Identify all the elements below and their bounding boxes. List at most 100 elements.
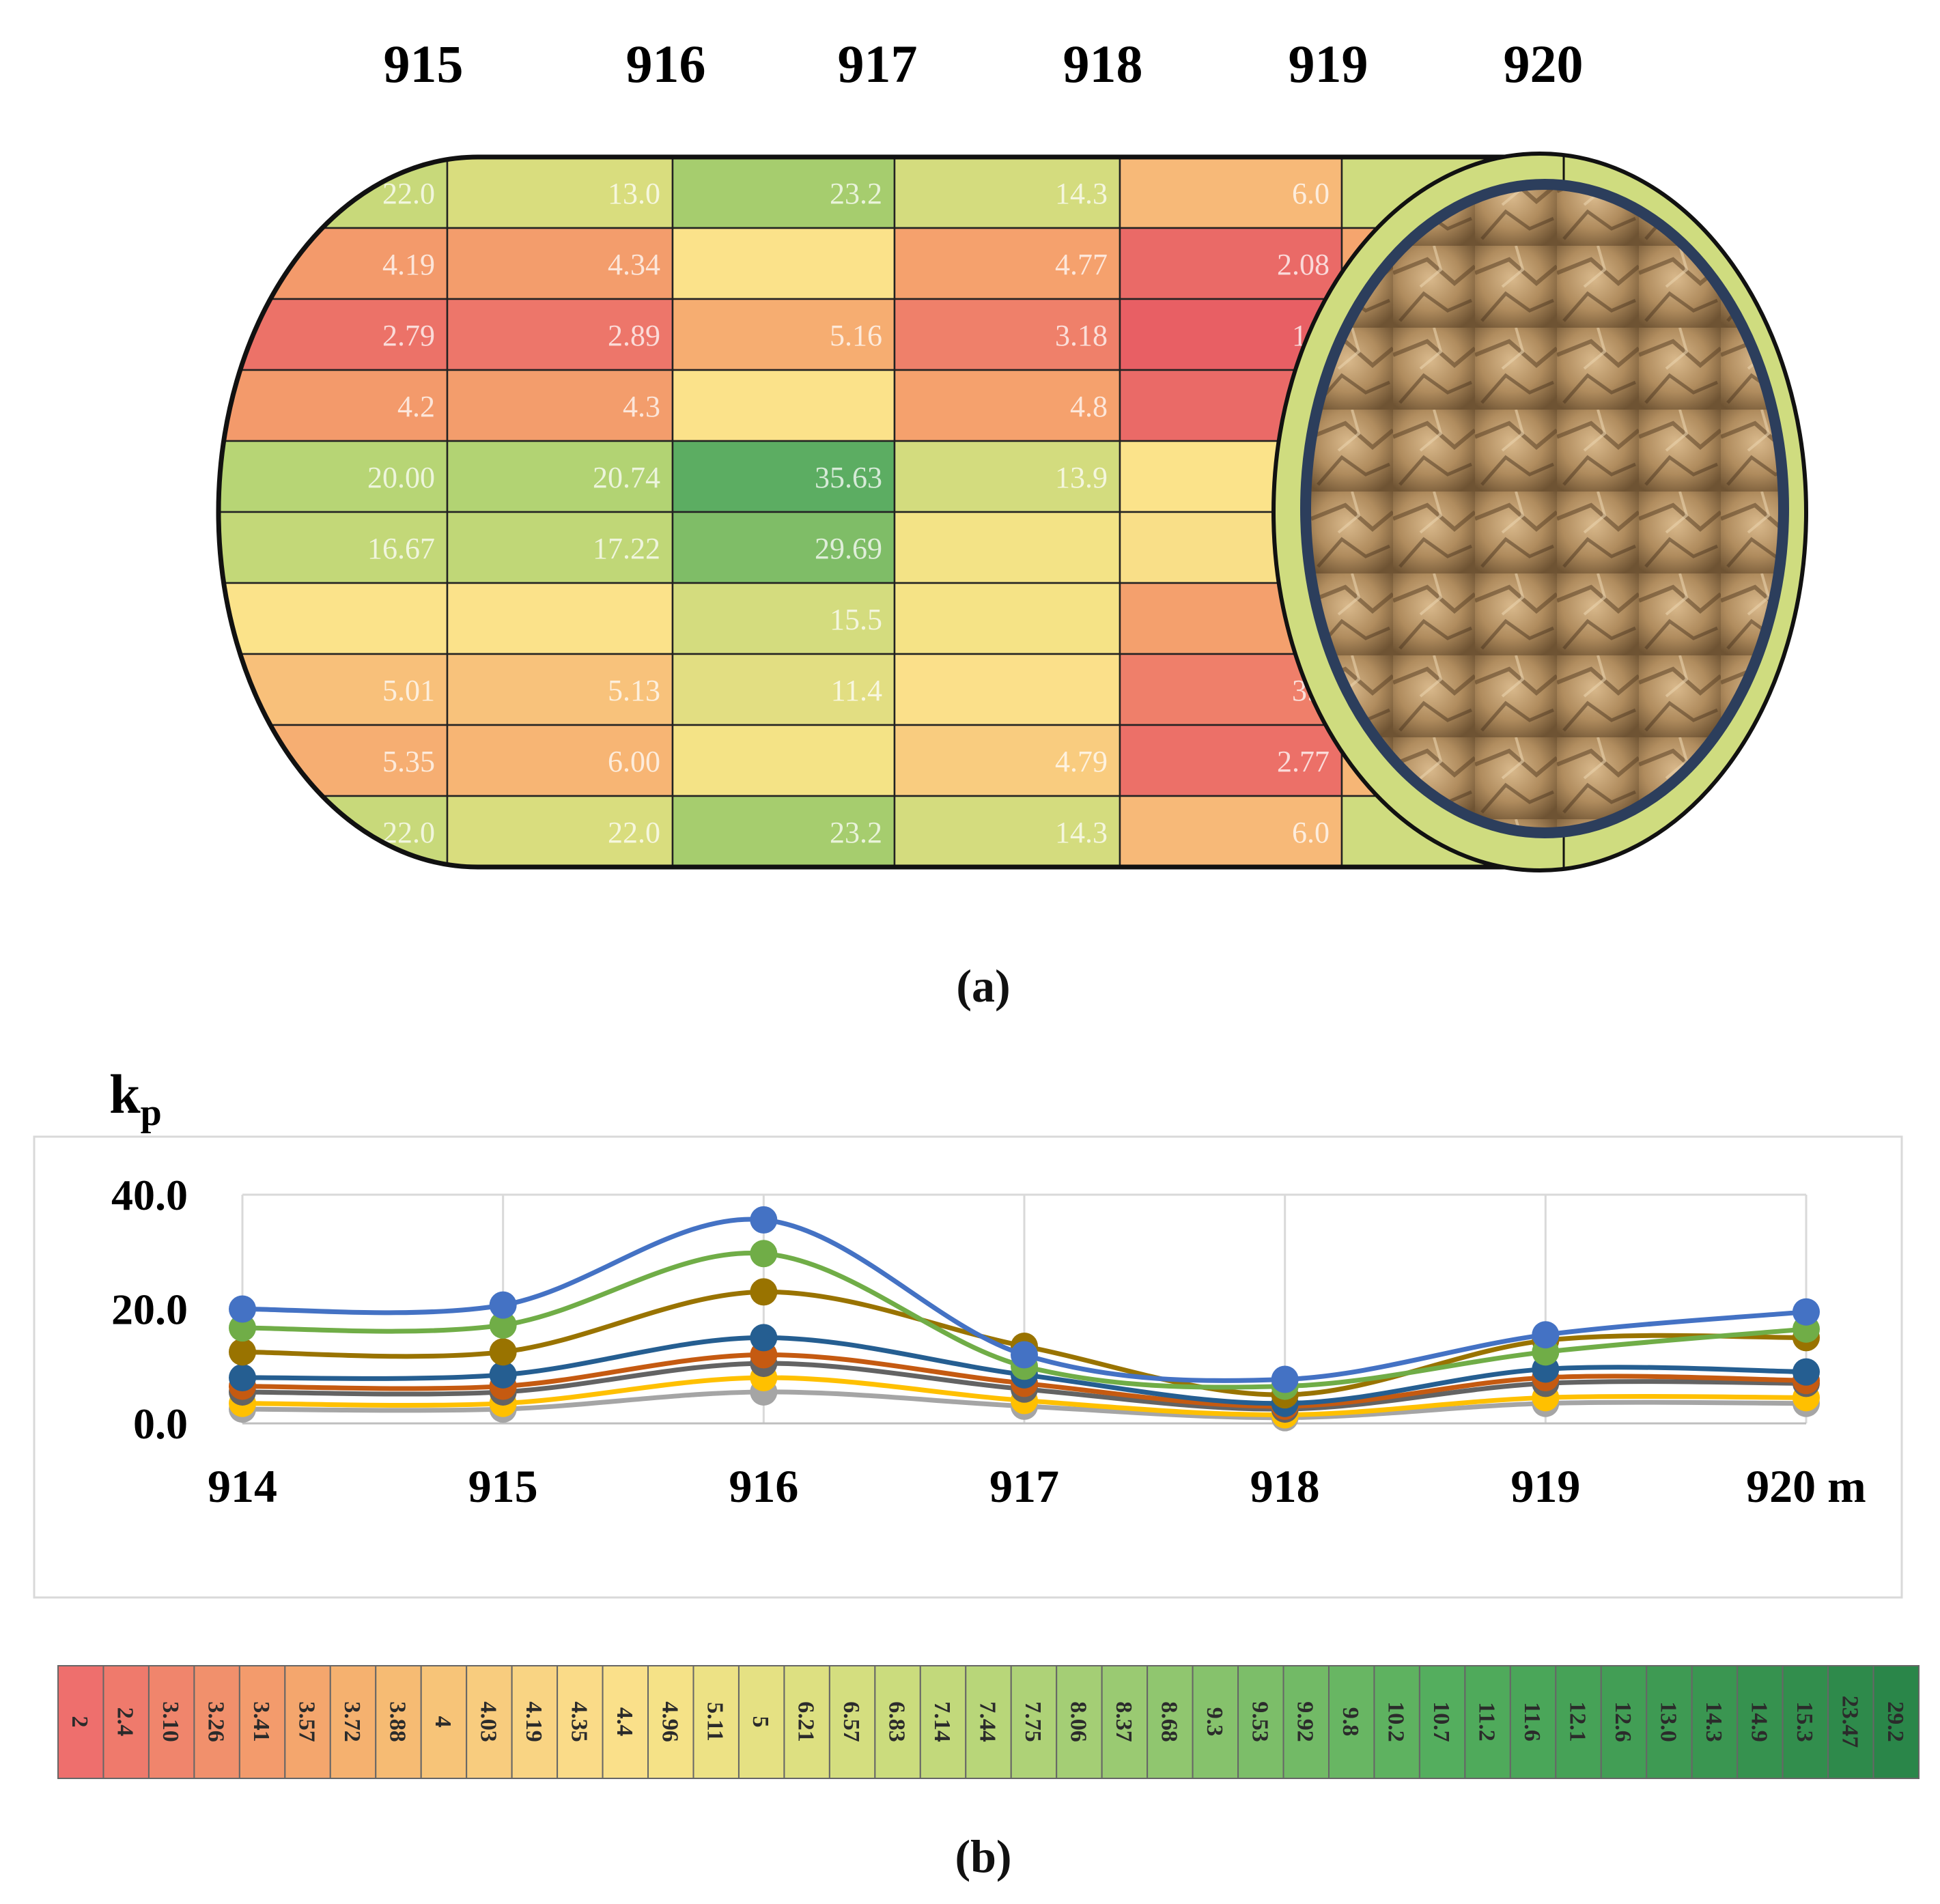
scale-label: 5.11 xyxy=(703,1702,728,1742)
heatmap-cell-value: 2.89 xyxy=(608,319,660,352)
scale-label: 4.96 xyxy=(657,1701,682,1742)
heatmap-cell-value: 5.16 xyxy=(830,319,882,352)
scale-cell xyxy=(329,1665,377,1779)
heatmap-cell xyxy=(1119,157,1343,229)
column-label: 918 xyxy=(1063,34,1143,94)
scale-cell xyxy=(1646,1665,1693,1779)
scale-label: 9.92 xyxy=(1293,1701,1318,1742)
scale-cell xyxy=(1147,1665,1194,1779)
cylinder-outline xyxy=(216,154,1536,870)
x-tick-label: 918 xyxy=(1250,1460,1320,1512)
scale-label: 3.10 xyxy=(158,1701,183,1742)
heatmap-cell-value: 22.0 xyxy=(608,816,660,849)
scale-cell xyxy=(147,1665,195,1779)
heatmap-cell-value: 22.0 xyxy=(382,816,435,849)
scale-cell xyxy=(737,1665,785,1779)
scale-label: 6.83 xyxy=(884,1701,910,1742)
scale-label: 5 xyxy=(748,1716,773,1728)
x-tick-label: 919 xyxy=(1510,1460,1580,1512)
scale-label: 9.8 xyxy=(1338,1707,1363,1737)
heatmap-cell-value: 17.22 xyxy=(593,532,660,565)
scale-label: 2.4 xyxy=(113,1707,138,1737)
scale-cell xyxy=(1101,1665,1149,1779)
heatmap-cell xyxy=(671,653,896,726)
scale-cell xyxy=(1237,1665,1284,1779)
heatmap-cell-value: 14.3 xyxy=(1055,816,1108,849)
scale-label: 9.53 xyxy=(1247,1701,1272,1742)
heatmap-cell-value: 4.19 xyxy=(382,248,435,281)
scale-label: 4.03 xyxy=(475,1701,501,1742)
scale-label: 14.3 xyxy=(1701,1701,1726,1742)
scale-label: 8.06 xyxy=(1065,1701,1091,1742)
heatmap-cell-value: 4.3 xyxy=(623,390,660,423)
heatmap-cell-value: 11.4 xyxy=(831,674,882,707)
heatmap-cell-value: 23.2 xyxy=(830,177,882,210)
scale-label: 7.14 xyxy=(929,1701,955,1742)
scale-label: 4.19 xyxy=(521,1701,546,1742)
data-point xyxy=(489,1361,517,1389)
scale-label: 3.72 xyxy=(339,1701,365,1742)
y-tick-label: 40.0 xyxy=(111,1171,188,1219)
line-chart: kp 40.0 20.0 0.0 914 915 916 917 918 919 920 m xyxy=(33,1063,1903,1599)
scale-label: 4 xyxy=(430,1716,455,1728)
data-point xyxy=(229,1364,256,1391)
heatmap-cell xyxy=(671,582,896,655)
scale-cell xyxy=(647,1665,694,1779)
scale-label: 7.44 xyxy=(975,1701,1000,1742)
heatmap-cell-value: 2.08 xyxy=(1277,248,1330,281)
scale-label: 8.37 xyxy=(1111,1701,1136,1742)
heatmap-cell xyxy=(893,653,1121,726)
data-point xyxy=(1011,1341,1038,1369)
scale-label: 9.3 xyxy=(1202,1707,1227,1737)
scale-label: 7.75 xyxy=(1020,1701,1045,1742)
scale-label: 3.41 xyxy=(249,1701,274,1742)
scale-label: 15.3 xyxy=(1792,1701,1817,1742)
heatmap-cell-value: 20.74 xyxy=(593,461,660,494)
scale-label: 14.9 xyxy=(1746,1701,1771,1742)
scale-label: 8.68 xyxy=(1156,1701,1181,1742)
scale-label: 6.21 xyxy=(793,1701,819,1742)
data-point xyxy=(229,1338,256,1366)
scale-label: 2 xyxy=(67,1716,92,1728)
column-label: 917 xyxy=(838,34,918,94)
heatmap-cell-value: 4.79 xyxy=(1055,745,1108,778)
heatmap-cell-value: 20.00 xyxy=(367,461,435,494)
scale-label: 11.2 xyxy=(1474,1702,1500,1742)
heatmap-cell xyxy=(671,440,896,513)
scale-cell xyxy=(602,1665,649,1779)
scale-cell xyxy=(1464,1665,1511,1779)
heatmap-cell xyxy=(893,582,1121,655)
data-point xyxy=(750,1324,778,1352)
heatmap-cell xyxy=(219,440,449,513)
scale-cell xyxy=(1282,1665,1330,1779)
y-tick-label: 0.0 xyxy=(133,1399,188,1448)
heatmap-cell xyxy=(671,369,896,442)
scale-label: 4.4 xyxy=(612,1707,637,1737)
heatmap-cell xyxy=(446,582,674,655)
scale-cell xyxy=(1872,1665,1920,1779)
scale-cell xyxy=(238,1665,286,1779)
scale-label: 3.88 xyxy=(384,1701,410,1742)
data-point xyxy=(750,1278,778,1306)
heatmap-cell-value: 14.3 xyxy=(1055,177,1108,210)
column-label: 919 xyxy=(1289,34,1368,94)
scale-cell xyxy=(692,1665,740,1779)
heatmap-cell-value: 5.35 xyxy=(382,745,435,778)
column-label: 920 xyxy=(1504,34,1584,94)
heatmap-cell-value: 4.2 xyxy=(397,390,435,423)
heatmap-cell-value: 4.34 xyxy=(608,248,660,281)
data-point xyxy=(750,1240,778,1268)
heatmap-cell xyxy=(671,227,896,300)
scale-cell xyxy=(965,1665,1012,1779)
y-tick-labels: 40.0 20.0 0.0 xyxy=(111,1171,188,1448)
heatmap-cell xyxy=(446,227,674,300)
heatmap-cell xyxy=(1119,724,1343,797)
heatmap-cell xyxy=(446,369,674,442)
heatmap-cell-value: 6.0 xyxy=(1292,177,1330,210)
scale-cell xyxy=(1056,1665,1103,1779)
scale-cell xyxy=(511,1665,559,1779)
scale-label: 3.57 xyxy=(294,1701,320,1742)
data-point xyxy=(489,1291,517,1319)
scale-cell xyxy=(284,1665,331,1779)
scale-cell xyxy=(57,1665,104,1779)
